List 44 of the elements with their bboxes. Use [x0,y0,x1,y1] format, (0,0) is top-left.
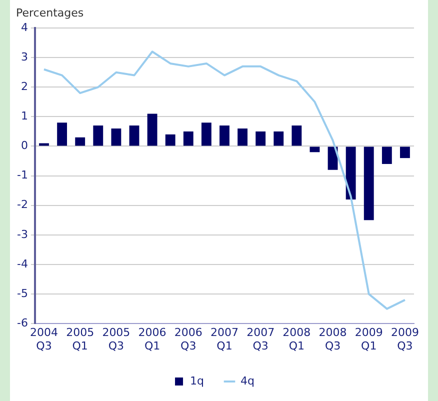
y-tick-label: 1 [20,110,28,123]
x-tick-label: 2007 Q1 [210,326,238,352]
x-tick-label: 2004 Q3 [30,326,58,352]
x-tick-label: 2008 Q1 [282,326,311,352]
y-tick-label: 0 [20,139,28,152]
x-tick-label: 2008 Q3 [318,326,347,352]
x-tick-label: 2006 Q3 [174,326,202,352]
legend-label: 4q [240,374,254,388]
bar [382,146,392,164]
y-tick-label: -3 [17,228,28,241]
bar [183,131,194,146]
y-tick-label: -2 [17,198,28,212]
y-tick-label: -5 [17,286,28,300]
y-tick-label: -1 [17,168,28,182]
y-axis-title: Percentages [16,6,84,20]
bar [310,146,320,152]
bar [147,114,158,146]
bar [292,126,302,146]
bar [129,126,140,146]
x-tick-label: 2006 Q1 [138,326,166,352]
bar [75,137,86,146]
x-tick-label: 2007 Q3 [246,326,275,352]
y-tick-label: 2 [20,80,28,93]
bar [400,146,410,158]
x-tick-label: 2009 Q3 [390,326,419,352]
y-tick-label: -4 [17,257,28,270]
bar [93,126,104,146]
bar [274,131,284,146]
legend-label: 1q [190,374,204,388]
bar [220,126,230,146]
bar [57,122,68,146]
x-tick-label: 2005 Q3 [102,326,130,352]
bar [111,128,122,146]
y-tick-label: 4 [20,20,28,34]
y-tick-label: -6 [17,316,28,330]
bar [364,146,374,220]
x-tick-label: 2009 Q1 [354,326,383,352]
y-tick-label: 3 [20,50,28,64]
bar [238,128,248,146]
bar [256,131,266,146]
bar [346,146,356,200]
bar [165,134,176,146]
x-tick-label: 2005 Q1 [66,326,94,352]
bar [201,122,212,146]
